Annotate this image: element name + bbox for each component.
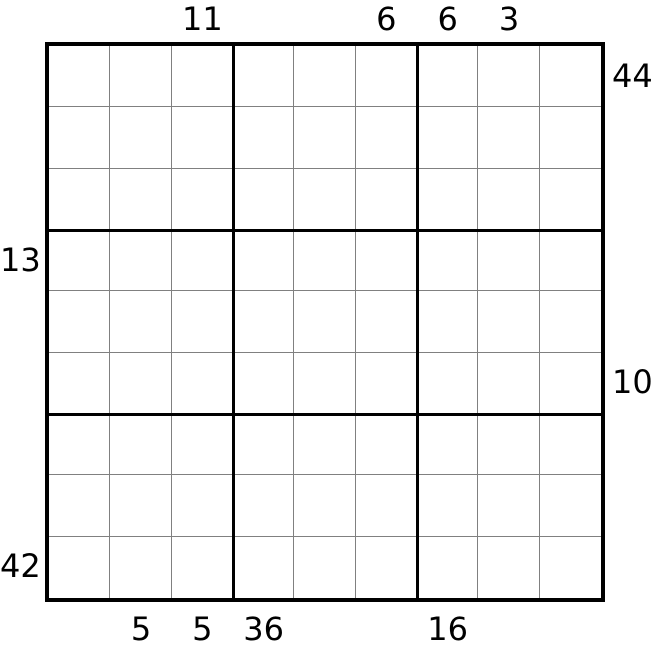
grid-cell-r9c1[interactable] bbox=[49, 536, 111, 598]
box-divider-vertical-1 bbox=[231, 46, 235, 598]
grid-cell-r1c5[interactable] bbox=[294, 46, 356, 108]
clue-bottom-col2: 5 bbox=[130, 610, 152, 648]
grid-cell-r8c2[interactable] bbox=[110, 475, 172, 537]
clue-top-col6: 6 bbox=[376, 0, 397, 38]
grid-cell-r3c5[interactable] bbox=[294, 168, 356, 230]
grid-cell-r8c6[interactable] bbox=[355, 475, 417, 537]
grid-cell-r5c7[interactable] bbox=[416, 291, 479, 353]
box-divider-vertical-2 bbox=[415, 46, 419, 598]
clue-bottom-col3: 5 bbox=[192, 610, 213, 648]
grid-cell-r4c2[interactable] bbox=[110, 229, 172, 292]
grid-cell-r2c4[interactable] bbox=[232, 107, 295, 169]
grid-cell-r3c9[interactable] bbox=[539, 169, 601, 230]
grid-cell-r5c3[interactable] bbox=[171, 291, 233, 353]
grid-cell-r6c4[interactable] bbox=[232, 352, 295, 414]
box-divider-horizontal-1 bbox=[49, 228, 601, 232]
grid-cell-r1c3[interactable] bbox=[171, 46, 233, 108]
grid-cell-r1c4[interactable] bbox=[232, 46, 295, 108]
grid-cell-r4c7[interactable] bbox=[416, 229, 479, 292]
grid-cell-r7c4[interactable] bbox=[232, 413, 295, 476]
grid-cell-r7c3[interactable] bbox=[171, 413, 233, 476]
grid-cell-r7c8[interactable] bbox=[478, 413, 540, 476]
grid-cell-r8c8[interactable] bbox=[478, 475, 540, 537]
grid-cell-r6c7[interactable] bbox=[416, 352, 479, 414]
grid-cell-r3c7[interactable] bbox=[416, 168, 479, 230]
box-divider-horizontal-2 bbox=[49, 412, 601, 416]
grid-cell-r3c8[interactable] bbox=[478, 168, 540, 230]
grid-cell-r2c2[interactable] bbox=[110, 107, 172, 169]
grid-cell-r2c5[interactable] bbox=[294, 107, 356, 169]
grid-cell-r7c1[interactable] bbox=[49, 413, 111, 476]
grid-cell-r5c8[interactable] bbox=[478, 291, 540, 353]
grid-cell-r4c8[interactable] bbox=[478, 229, 540, 292]
grid-cell-r8c5[interactable] bbox=[294, 475, 356, 537]
clue-top-col7: 6 bbox=[437, 0, 458, 38]
grid-cell-r1c1[interactable] bbox=[49, 46, 111, 108]
grid-cell-r1c7[interactable] bbox=[416, 46, 479, 108]
grid-cell-r1c6[interactable] bbox=[355, 46, 417, 108]
grid-cell-r6c8[interactable] bbox=[478, 352, 540, 414]
grid-cell-r1c8[interactable] bbox=[478, 46, 540, 108]
grid-cell-r3c1[interactable] bbox=[49, 168, 111, 230]
grid-cell-r9c4[interactable] bbox=[233, 536, 295, 598]
grid-cell-r4c4[interactable] bbox=[232, 229, 295, 292]
clue-bottom-col7: 16 bbox=[427, 610, 469, 648]
grid-cell-r4c6[interactable] bbox=[355, 229, 417, 292]
grid-cell-r8c4[interactable] bbox=[232, 475, 295, 537]
grid-cell-r6c3[interactable] bbox=[171, 352, 233, 414]
grid-cell-r7c5[interactable] bbox=[294, 413, 356, 476]
grid-cell-r8c9[interactable] bbox=[539, 475, 601, 537]
grid-cell-r1c2[interactable] bbox=[110, 46, 172, 108]
clue-left-row9: 42 bbox=[0, 547, 41, 586]
grid-cell-r5c5[interactable] bbox=[294, 291, 356, 353]
grid-cell-r6c9[interactable] bbox=[539, 353, 601, 414]
grid-cell-r3c4[interactable] bbox=[232, 168, 295, 230]
clue-bottom-col4: 36 bbox=[243, 610, 285, 648]
grid-cell-r6c6[interactable] bbox=[355, 352, 417, 414]
grid-cell-r2c9[interactable] bbox=[539, 107, 601, 169]
grid-cell-r5c4[interactable] bbox=[232, 291, 295, 353]
clue-left-row4: 13 bbox=[0, 240, 41, 279]
grid-cell-r2c6[interactable] bbox=[355, 107, 417, 169]
grid-cell-r4c9[interactable] bbox=[539, 230, 601, 292]
grid-cell-r4c1[interactable] bbox=[49, 229, 111, 292]
grid-cell-r5c2[interactable] bbox=[110, 291, 172, 353]
grid-cell-r9c3[interactable] bbox=[172, 536, 233, 598]
grid-cell-r7c2[interactable] bbox=[110, 413, 172, 476]
grid-cell-r7c9[interactable] bbox=[539, 414, 601, 476]
grid-cell-r4c3[interactable] bbox=[171, 229, 233, 292]
grid-cell-r3c2[interactable] bbox=[110, 168, 172, 230]
grid-cell-r3c6[interactable] bbox=[355, 168, 417, 230]
grid-cell-r5c1[interactable] bbox=[49, 291, 111, 353]
grid-cell-r9c5[interactable] bbox=[294, 536, 356, 598]
grid-cell-r9c9[interactable] bbox=[540, 537, 601, 598]
grid-cell-r9c7[interactable] bbox=[417, 536, 479, 598]
grid-cell-r2c8[interactable] bbox=[478, 107, 540, 169]
grid-cell-r9c8[interactable] bbox=[478, 536, 540, 598]
grid-cell-r6c5[interactable] bbox=[294, 352, 356, 414]
clue-top-col3: 11 bbox=[181, 0, 223, 38]
grid-cell-r6c2[interactable] bbox=[110, 352, 172, 414]
grid-cell-r5c9[interactable] bbox=[539, 291, 601, 353]
grid-cell-r8c3[interactable] bbox=[171, 475, 233, 537]
sudoku-grid bbox=[45, 42, 605, 602]
grid-cell-r5c6[interactable] bbox=[355, 291, 417, 353]
grid-cell-r8c1[interactable] bbox=[49, 475, 111, 537]
grid-cell-r6c1[interactable] bbox=[49, 352, 111, 414]
grid-cell-r3c3[interactable] bbox=[171, 168, 233, 230]
grid-cell-r4c5[interactable] bbox=[294, 229, 356, 292]
grid-cell-r9c6[interactable] bbox=[356, 536, 417, 598]
grid-cell-r8c7[interactable] bbox=[416, 475, 479, 537]
clue-right-row1: 44 bbox=[612, 56, 653, 95]
grid-cell-r2c1[interactable] bbox=[49, 107, 111, 169]
grid-cell-r1c9[interactable] bbox=[539, 46, 601, 108]
clue-right-row6: 10 bbox=[612, 363, 653, 402]
grid-cell-r9c2[interactable] bbox=[110, 536, 172, 598]
grid-cell-r7c7[interactable] bbox=[416, 413, 479, 476]
grid-cell-r2c3[interactable] bbox=[171, 107, 233, 169]
grid-cell-r7c6[interactable] bbox=[355, 413, 417, 476]
grid-cell-r2c7[interactable] bbox=[416, 107, 479, 169]
clue-top-col8: 3 bbox=[498, 0, 520, 38]
